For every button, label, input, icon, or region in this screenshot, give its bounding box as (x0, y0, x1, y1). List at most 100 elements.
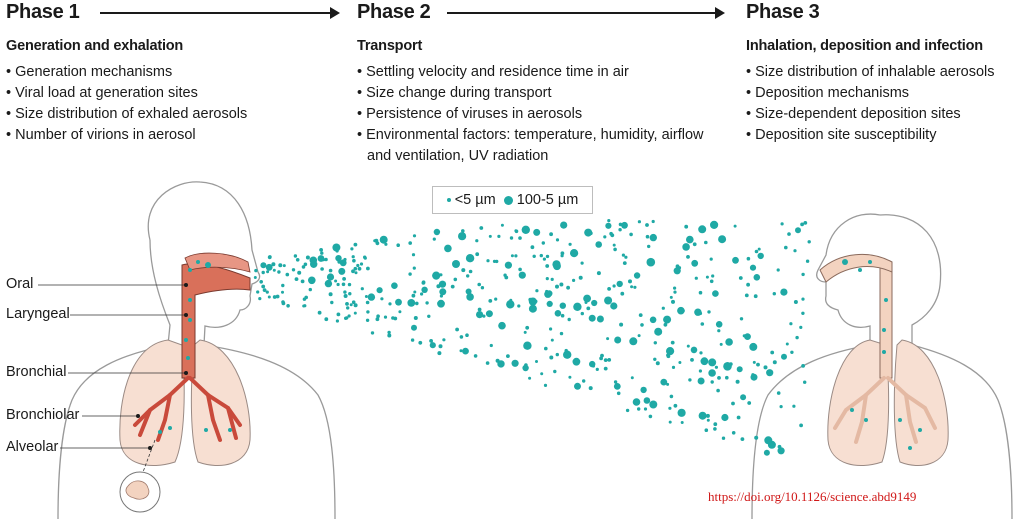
small-particle (681, 308, 685, 313)
small-particle (621, 253, 626, 257)
particle-size-legend: <5 µm 100-5 µm (432, 186, 593, 214)
small-particle (357, 266, 362, 271)
large-particle (522, 364, 529, 372)
phase-2-subtitle: Transport (357, 38, 423, 54)
small-particle (277, 270, 281, 274)
small-particle (609, 231, 613, 236)
large-particle (649, 316, 657, 324)
small-particle (349, 303, 353, 307)
small-particle (618, 228, 622, 232)
list-item: Deposition site susceptibility (746, 125, 1024, 146)
small-particle (629, 232, 633, 237)
small-particle (651, 219, 655, 224)
small-particle (638, 313, 643, 317)
phase-3-list: Size distribution of inhalable aerosols … (746, 62, 1024, 146)
large-particle (698, 225, 707, 234)
large-particle (583, 294, 591, 303)
small-particle (517, 304, 521, 308)
small-particle (706, 418, 710, 422)
large-particle (339, 259, 347, 267)
small-particle (738, 276, 743, 280)
small-particle (541, 241, 545, 245)
small-particle (420, 292, 424, 296)
small-particle (669, 295, 673, 299)
small-particle (801, 311, 805, 315)
small-particle (731, 431, 736, 435)
small-particle (356, 263, 360, 268)
small-particle (637, 220, 642, 224)
small-particle (439, 273, 443, 277)
small-particle (666, 382, 670, 386)
region-leaders (38, 284, 186, 449)
small-particle (514, 254, 518, 258)
small-particle (801, 272, 805, 277)
large-particle (677, 408, 686, 417)
small-particle (528, 297, 533, 302)
large-particle (466, 293, 474, 301)
large-particle (438, 280, 447, 288)
small-particle (747, 401, 752, 405)
small-particle (671, 299, 675, 304)
large-particle (572, 357, 581, 366)
small-particle (286, 304, 290, 308)
large-particle (700, 357, 709, 366)
small-particle (466, 274, 470, 278)
small-particle (645, 223, 649, 227)
large-particle (521, 225, 530, 234)
legend-large-label: 100-5 µm (516, 192, 579, 208)
small-particle (620, 291, 625, 296)
small-particle (757, 247, 761, 251)
small-particle (308, 287, 312, 292)
small-particle (756, 362, 760, 367)
small-particle (799, 423, 803, 428)
large-particle (780, 288, 788, 296)
small-particle (334, 279, 338, 283)
small-particle (580, 261, 584, 265)
small-particle (776, 391, 781, 395)
small-particle (281, 290, 284, 294)
large-particle (646, 257, 656, 267)
large-particle (640, 386, 647, 394)
large-particle (764, 436, 773, 445)
small-particle (678, 361, 682, 364)
small-particle (717, 329, 721, 333)
small-particle (777, 448, 781, 452)
small-particle (335, 249, 339, 253)
small-particle (317, 310, 322, 315)
small-particle (673, 286, 677, 290)
large-particle (308, 276, 316, 285)
receiver-lungs (819, 253, 949, 466)
small-particle (343, 294, 348, 298)
doi-link[interactable]: https://doi.org/10.1126/science.abd9149 (708, 489, 917, 504)
small-particle (752, 360, 756, 364)
small-particle (272, 295, 277, 299)
legend-small-item: <5 µm (446, 192, 496, 208)
small-particle (647, 244, 651, 249)
airway-particle (188, 268, 192, 272)
large-particle (476, 311, 484, 319)
region-label-laryngeal: Laryngeal (6, 306, 70, 322)
airway-particle (184, 338, 188, 342)
small-particle (489, 343, 493, 348)
large-particle (715, 321, 723, 328)
large-particle (649, 233, 657, 242)
small-particle (265, 290, 269, 294)
airway-particle (850, 408, 854, 412)
large-particle (574, 382, 581, 390)
small-particle (680, 421, 684, 424)
small-particle (266, 270, 270, 274)
small-particle (351, 300, 356, 305)
small-particle (261, 270, 265, 275)
small-particle (330, 300, 334, 305)
small-particle (670, 340, 675, 345)
small-particle (388, 302, 392, 306)
small-particle (700, 322, 705, 326)
small-particle (363, 256, 367, 260)
small-particle (346, 306, 350, 310)
small-particle (628, 279, 632, 284)
large-particle (506, 300, 515, 309)
small-particle (413, 316, 418, 320)
phase-2-list: Settling velocity and residence time in … (357, 62, 717, 167)
small-particle (364, 295, 368, 298)
